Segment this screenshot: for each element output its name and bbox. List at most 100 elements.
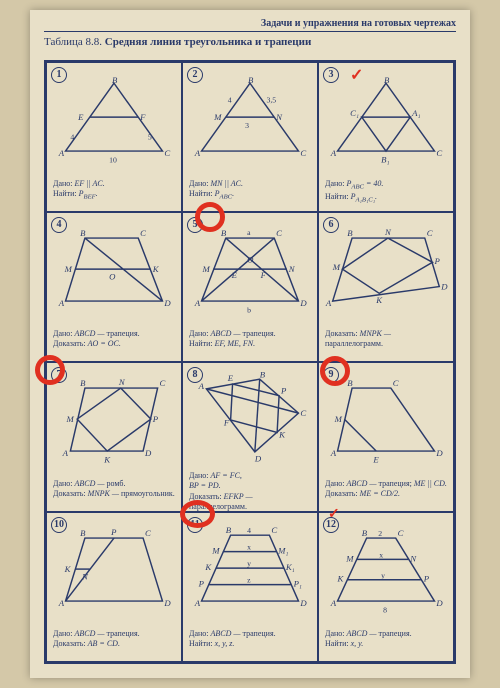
svg-text:C: C [436,148,442,158]
problem-cell-8: 8 A B C D E F K P Дано: AF = FC,BP = P [182,362,318,512]
svg-text:D: D [163,298,171,308]
svg-text:y: y [381,571,385,580]
svg-text:4: 4 [70,132,74,141]
svg-text:M: M [202,264,211,274]
problem-cell-3: 3 B A C C₁ A₁ B₁ Дано: PABC = 40.Найти: … [318,62,454,212]
problem-cell-10: 10 B C A D P N K Дано: ABCD — трапеция.Д… [46,512,182,662]
svg-text:B: B [362,528,368,538]
svg-text:N: N [409,553,417,563]
caption-7: Дано: ABCD — ромб.Доказать: MNPK — прямо… [51,477,177,507]
svg-text:A: A [194,598,201,608]
diagram-12: B C A D M N K P 2 x y 8 [323,517,449,627]
svg-text:2: 2 [378,529,382,538]
svg-text:P₁: P₁ [293,579,302,589]
caption-4: Дано: ABCD — трапеция.Доказать: AO = OC. [51,327,177,357]
diagram-7: B C A D M N P K [51,367,177,477]
svg-text:C: C [393,378,399,388]
svg-text:C₁: C₁ [350,108,359,118]
cell-number: 3 [323,67,339,83]
caption-9: Дано: ABCD — трапеция; ME || CD.Доказать… [323,477,449,507]
diagram-3: B A C C₁ A₁ B₁ [323,67,449,177]
svg-text:4: 4 [228,96,232,105]
svg-text:N: N [275,112,283,122]
svg-text:D: D [144,448,152,458]
diagram-2: B A C M N 4 3 3,5 [187,67,313,177]
svg-text:K: K [278,429,286,439]
svg-text:A: A [58,148,65,158]
svg-text:P: P [110,527,117,537]
svg-text:C: C [140,228,146,238]
svg-text:A₁: A₁ [411,108,420,118]
svg-text:M: M [66,414,75,424]
svg-text:A: A [330,598,337,608]
caption-6: Доказать: MNPK — параллелограмм. [323,327,449,357]
svg-text:E: E [372,455,379,465]
problem-cell-7: 7 B C A D M N P K Дано: ABCD — ромб.Дока… [46,362,182,512]
svg-text:4: 4 [247,526,251,535]
caption-5: Дано: ABCD — трапеция.Найти: EF, ME, FN. [187,327,313,357]
svg-text:B: B [80,228,86,238]
svg-text:E: E [231,270,238,280]
svg-text:K₁: K₁ [285,562,295,572]
section-title: Задачи и упражнения на готовых чертежах [44,18,456,32]
red-circle-annotation-9 [320,356,350,386]
svg-text:N: N [118,377,126,387]
svg-text:D: D [299,298,307,308]
svg-text:3: 3 [245,121,249,130]
svg-text:A: A [194,148,201,158]
svg-text:F: F [223,418,230,428]
svg-text:3,5: 3,5 [266,96,276,105]
svg-text:E: E [227,373,234,383]
svg-text:A: A [62,448,69,458]
svg-text:C: C [271,525,277,535]
table-number: Таблица 8.8. [44,36,102,48]
svg-text:A: A [58,598,65,608]
svg-text:x: x [379,550,383,559]
svg-text:P: P [433,256,440,266]
svg-text:8: 8 [383,606,387,615]
svg-text:K: K [152,264,160,274]
problem-cell-5: 5 B C A D M N E F O a b [182,212,318,362]
svg-text:C: C [164,148,170,158]
cell-number: 6 [323,217,339,233]
svg-text:M: M [345,553,354,563]
problem-cell-6: 6 B C A D M N P K Доказать: MNPK — парал… [318,212,454,362]
svg-text:C: C [145,528,151,538]
svg-text:M: M [332,262,341,272]
svg-text:A: A [330,148,337,158]
svg-text:B: B [248,75,254,85]
cell-number: 10 [51,517,67,533]
problem-cell-1: 1 B A C E F 4 5 10 Дано: EF || AC.Найти:… [46,62,182,212]
svg-text:K: K [375,295,383,305]
svg-text:D: D [254,454,262,464]
svg-text:D: D [440,281,448,291]
svg-text:N: N [288,264,296,274]
svg-text:P: P [423,574,430,584]
svg-text:B: B [347,378,353,388]
page-header: Задачи и упражнения на готовых чертежах … [30,10,470,52]
svg-text:C: C [160,378,166,388]
svg-text:B: B [80,378,86,388]
red-circle-annotation-11 [180,500,215,528]
red-checkmark-icon: ✓ [350,65,363,85]
red-checkmark-icon: ✓ [328,506,340,523]
svg-text:b: b [247,306,251,315]
svg-text:A: A [198,381,205,391]
table-title: Таблица 8.8. Средняя линия треугольника … [44,32,456,48]
svg-text:P: P [280,386,287,396]
svg-text:5: 5 [148,132,152,141]
svg-text:C: C [427,228,433,238]
svg-text:B: B [221,228,227,238]
red-circle-annotation-5 [195,202,225,232]
svg-text:M: M [334,414,343,424]
svg-text:B: B [347,228,353,238]
diagram-11: B C A D M M₁ K K₁ P P₁ 4 x y z [187,517,313,627]
svg-text:M: M [211,546,220,556]
svg-text:B: B [260,369,266,379]
caption-1: Дано: EF || AC.Найти: PBEF. [51,177,177,207]
svg-text:y: y [247,559,251,568]
svg-text:D: D [435,448,443,458]
problem-grid: 1 B A C E F 4 5 10 Дано: EF || AC.Найти:… [44,60,456,664]
svg-text:C: C [300,148,306,158]
problem-cell-4: 4 B C A D M K O Дано: ABCD — трапеция.До… [46,212,182,362]
